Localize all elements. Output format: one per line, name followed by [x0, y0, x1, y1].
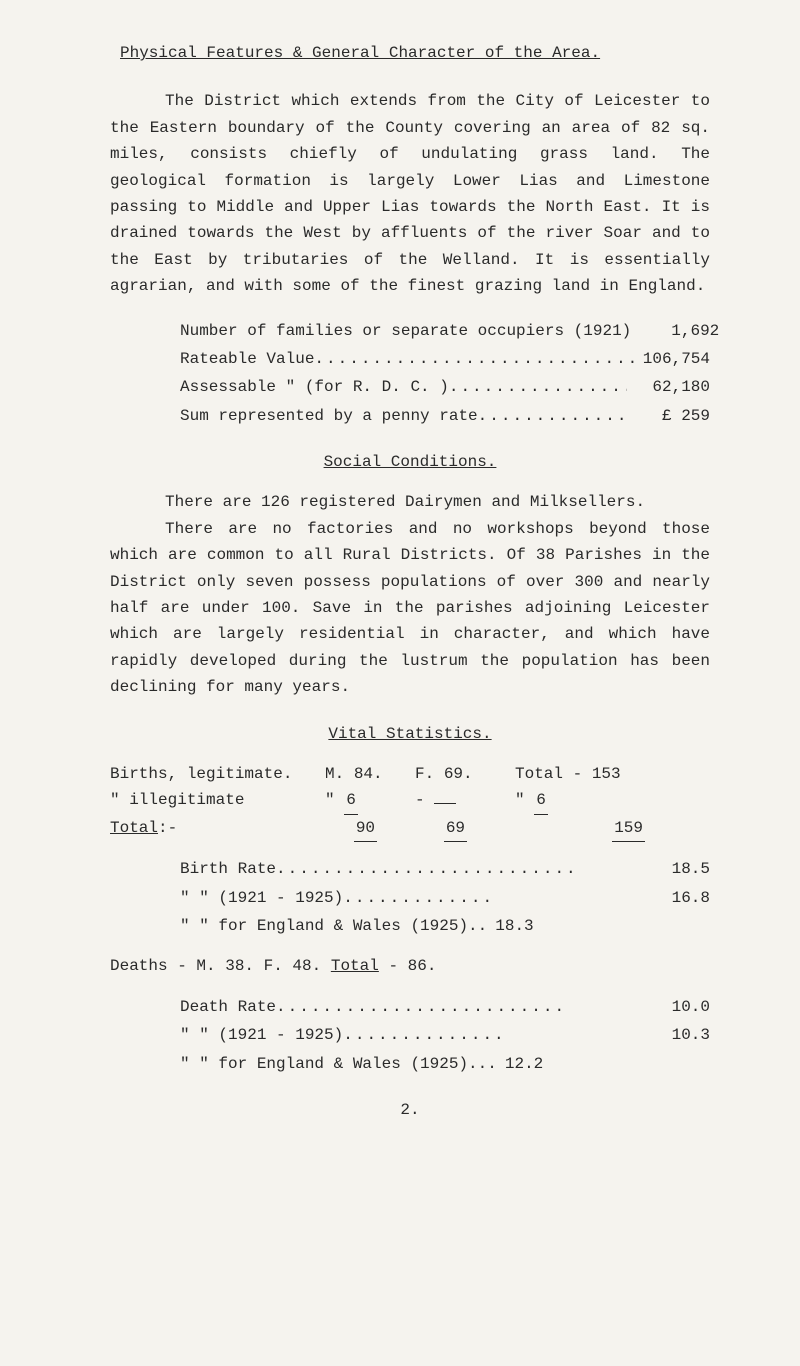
- figure-row: Assessable " (for R. D. C. ) ...........…: [180, 374, 710, 400]
- rate-value: 16.8: [664, 885, 710, 911]
- birth-rates-block: Birth Rate .......................... 18…: [180, 856, 710, 939]
- deaths-total-label: Total: [331, 957, 379, 975]
- rate-row: " " for England & Wales (1925).. 18.3: [180, 913, 710, 939]
- rate-row: " " for England & Wales (1925)... 12.2: [180, 1051, 710, 1077]
- figure-row: Sum represented by a penny rate ........…: [180, 403, 710, 429]
- table-row: Births, legitimate. M. 84. F. 69. Total …: [110, 761, 710, 787]
- rate-label: " " for England & Wales (1925)...: [180, 1051, 497, 1077]
- figure-value: 1,692: [631, 318, 719, 344]
- table-row: Total:- M. 90 F. 69 159: [110, 815, 710, 842]
- figure-label: Sum represented by a penny rate: [180, 403, 478, 429]
- rate-row: " " (1921 - 1925) ............. 16.8: [180, 885, 710, 911]
- cell: 159: [515, 815, 645, 842]
- deaths-line: Deaths - M. 38. F. 48. Total - 86.: [110, 953, 710, 979]
- deaths-prefix: Deaths - M. 38. F. 48.: [110, 957, 331, 975]
- rate-label: " " for England & Wales (1925)..: [180, 913, 487, 939]
- figure-value: £ 259: [627, 403, 710, 429]
- dots: ...............: [478, 403, 627, 429]
- table-row: " illegitimate " 6 - " 6: [110, 787, 710, 814]
- cell: Total - 153: [515, 761, 645, 787]
- cell: F. 69.: [415, 761, 515, 787]
- cell: M. 90: [325, 815, 415, 842]
- figure-label: Number of families or separate occupiers…: [180, 318, 631, 344]
- cell: Births, legitimate.: [110, 761, 325, 787]
- cell: " 6: [325, 787, 415, 814]
- figures-block: Number of families or separate occupiers…: [180, 318, 710, 430]
- dots: ................: [449, 374, 627, 400]
- rate-value: 10.3: [664, 1022, 710, 1048]
- vital-statistics-title: Vital Statistics.: [110, 721, 710, 747]
- rate-value: 18.5: [664, 856, 710, 882]
- dots: ..........................: [276, 856, 664, 882]
- rate-row: Birth Rate .......................... 18…: [180, 856, 710, 882]
- page-title: Physical Features & General Character of…: [110, 40, 710, 66]
- dots: ..............: [343, 1022, 663, 1048]
- dots: .........................: [276, 994, 664, 1020]
- rate-label: " " (1921 - 1925): [180, 1022, 343, 1048]
- cell: M. 84.: [325, 761, 415, 787]
- rate-value: 18.3: [487, 913, 533, 939]
- figure-label: Assessable " (for R. D. C. ): [180, 374, 449, 400]
- rate-label: Birth Rate: [180, 856, 276, 882]
- rate-row: " " (1921 - 1925) .............. 10.3: [180, 1022, 710, 1048]
- page-number: 2.: [110, 1097, 710, 1123]
- paragraph-1: The District which extends from the City…: [110, 88, 710, 299]
- rate-value: 12.2: [497, 1051, 543, 1077]
- deaths-suffix: - 86.: [379, 957, 437, 975]
- paragraph-2: There are 126 registered Dairymen and Mi…: [110, 489, 710, 515]
- social-conditions-title: Social Conditions.: [110, 449, 710, 475]
- figure-value: 106,754: [635, 346, 710, 372]
- cell: " 6: [515, 787, 645, 814]
- death-rates-block: Death Rate ......................... 10.…: [180, 994, 710, 1077]
- figure-label: Rateable Value: [180, 346, 314, 372]
- births-table: Births, legitimate. M. 84. F. 69. Total …: [110, 761, 710, 842]
- rate-value: 10.0: [664, 994, 710, 1020]
- figure-row: Number of families or separate occupiers…: [180, 318, 710, 344]
- figure-row: Rateable Value .........................…: [180, 346, 710, 372]
- dots: ............................: [314, 346, 634, 372]
- dots: .............: [343, 885, 663, 911]
- cell: -: [415, 787, 515, 814]
- cell: F. 69: [415, 815, 515, 842]
- rate-label: " " (1921 - 1925): [180, 885, 343, 911]
- rate-row: Death Rate ......................... 10.…: [180, 994, 710, 1020]
- cell: Total:-: [110, 815, 325, 842]
- paragraph-3: There are no factories and no workshops …: [110, 516, 710, 701]
- cell: " illegitimate: [110, 787, 325, 814]
- figure-value: 62,180: [627, 374, 710, 400]
- rate-label: Death Rate: [180, 994, 276, 1020]
